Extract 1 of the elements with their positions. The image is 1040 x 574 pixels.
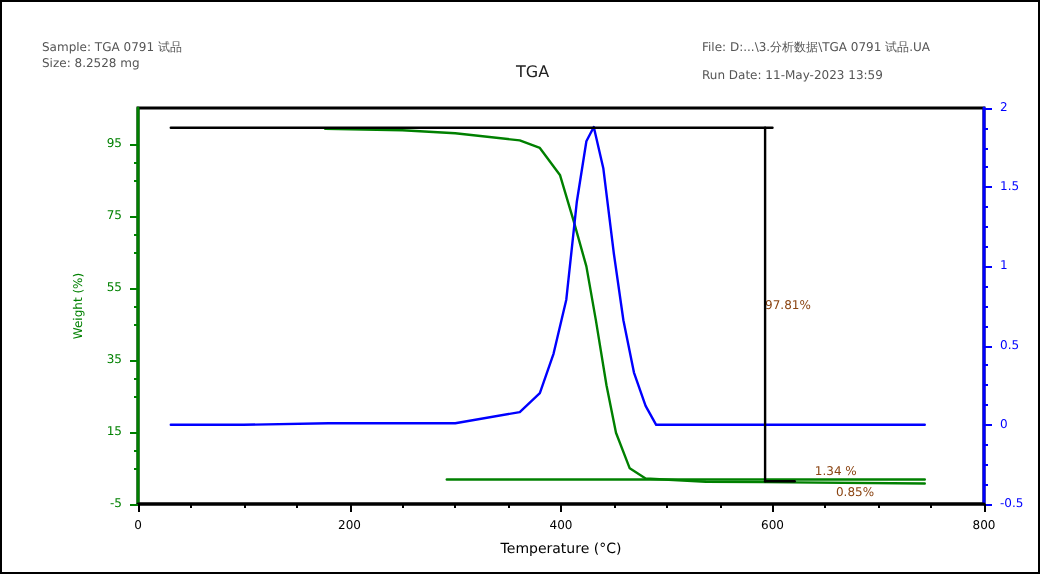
chart-title: TGA — [514, 63, 551, 81]
